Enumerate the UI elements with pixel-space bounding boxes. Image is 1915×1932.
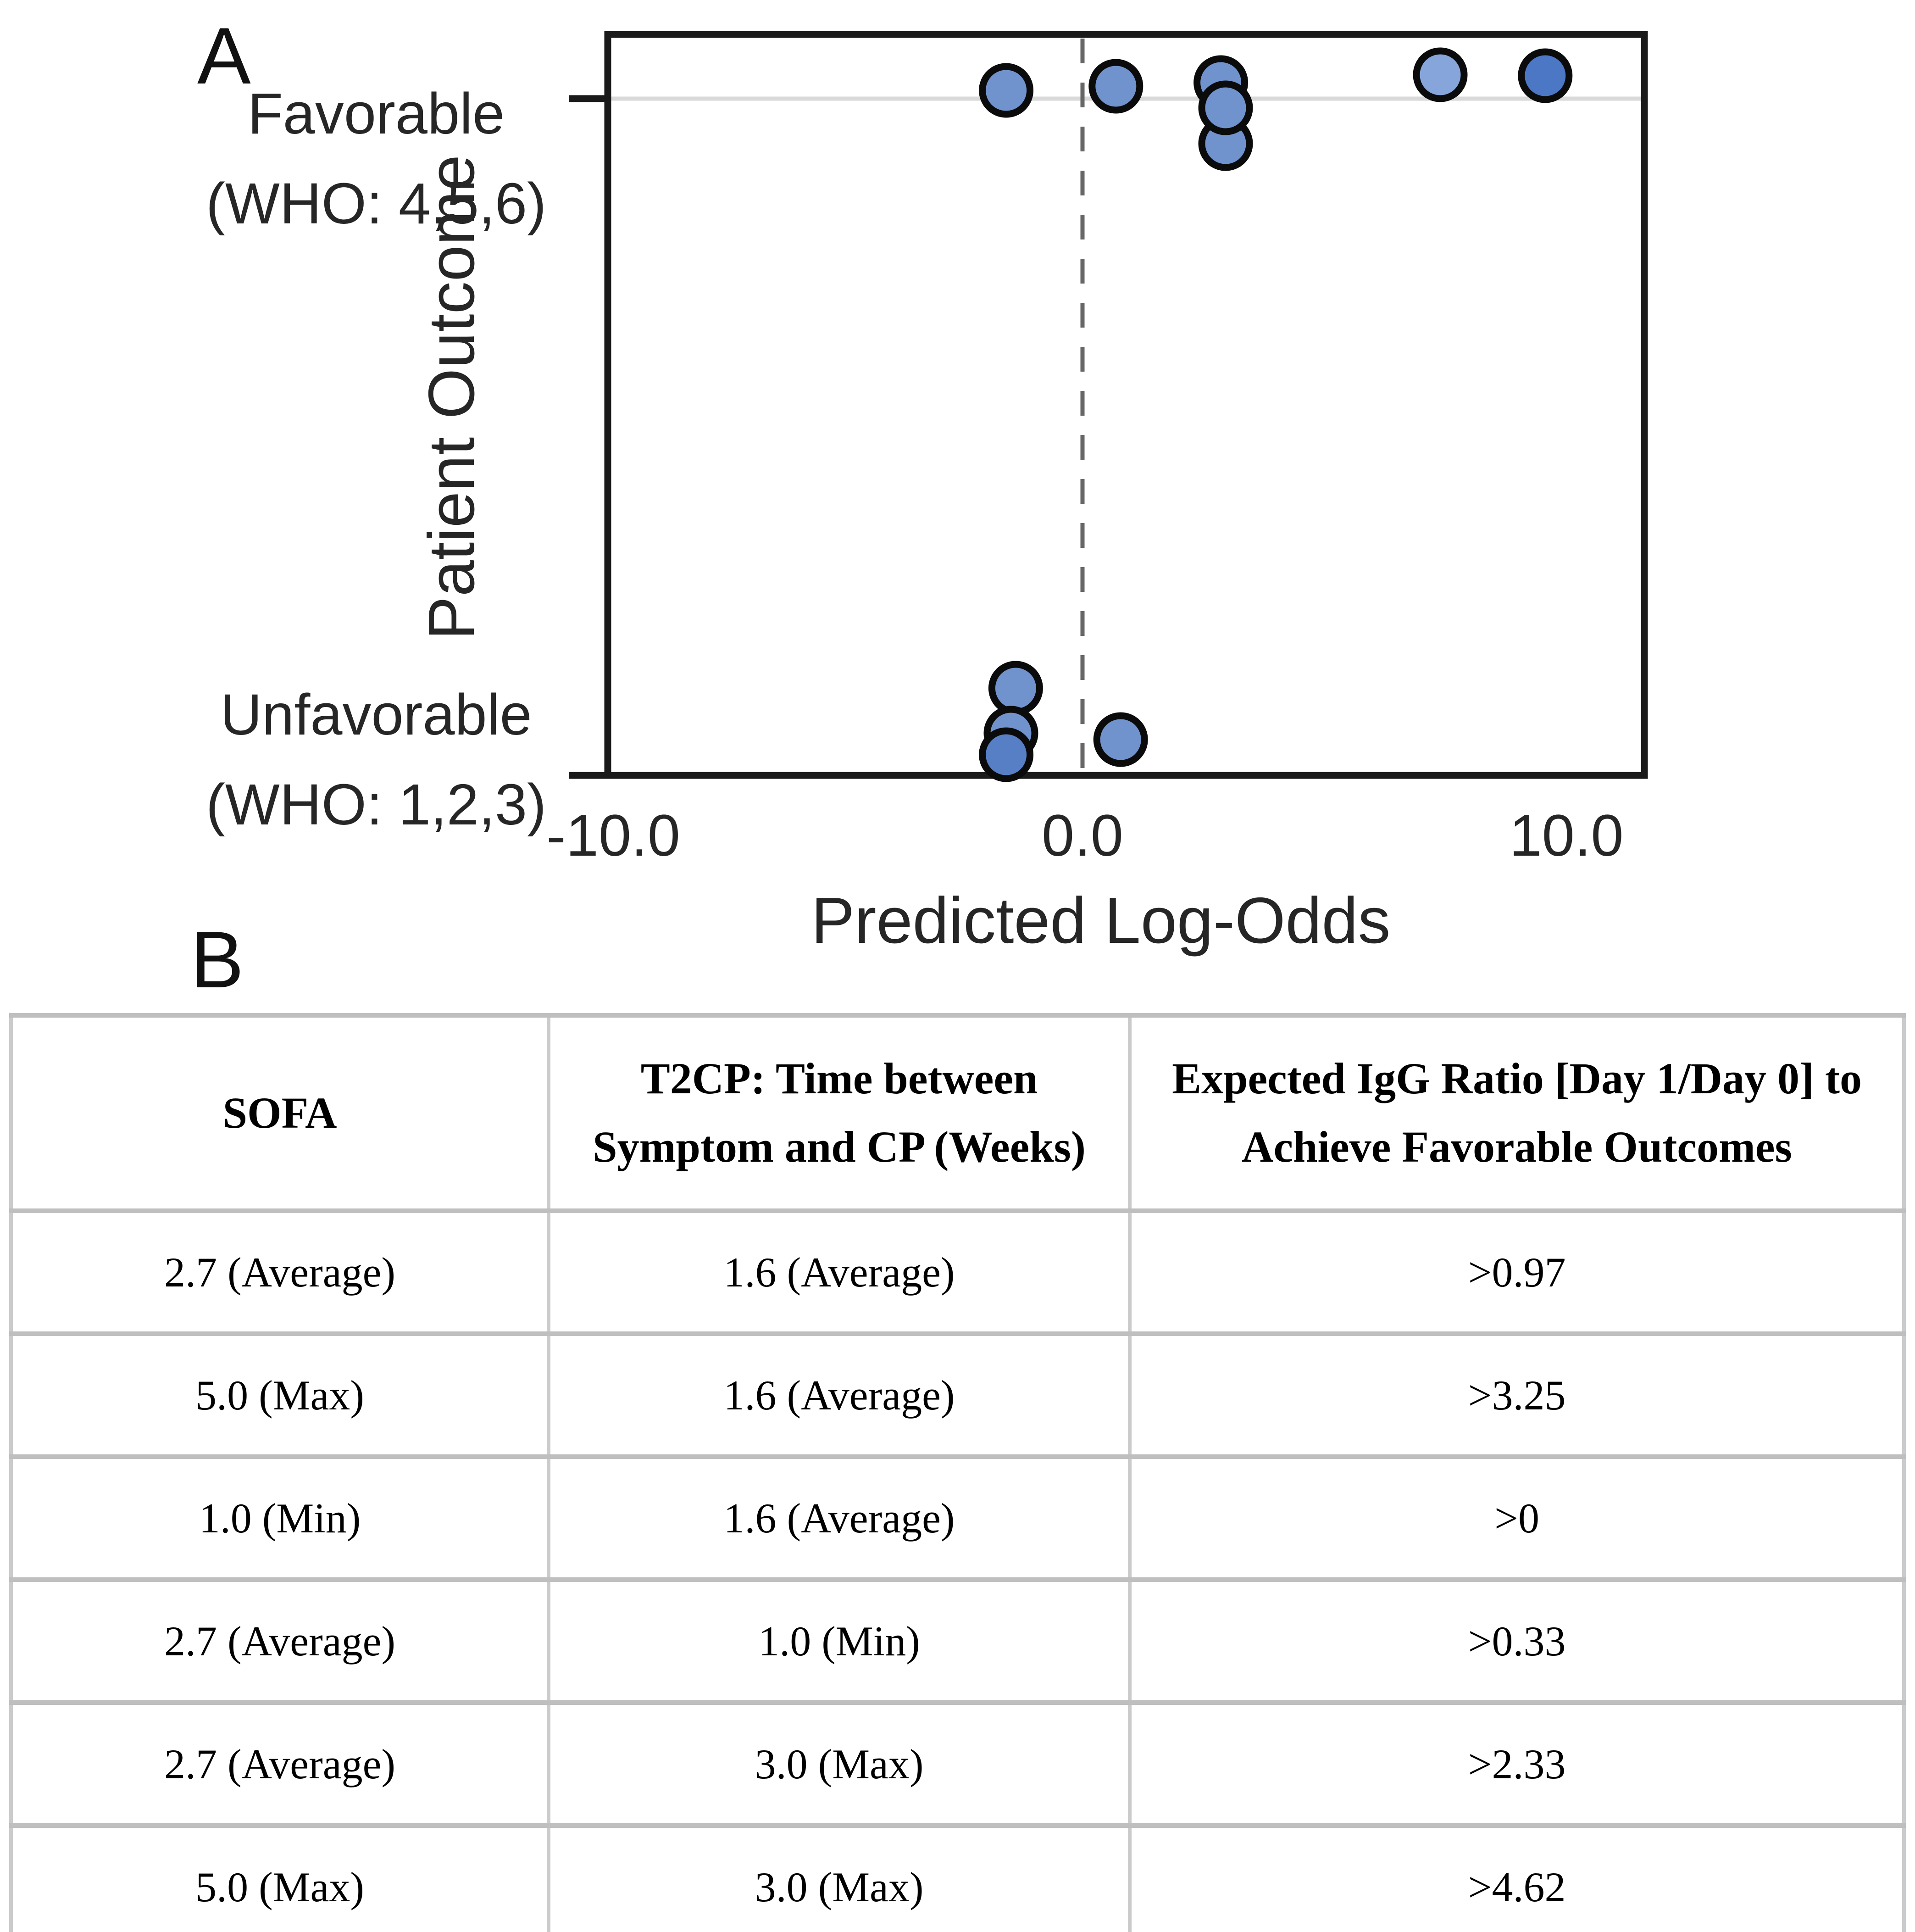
ylabel-favorable: Favorable (WHO: 4,5,6) (156, 69, 596, 249)
panel-a-label: A (197, 11, 251, 101)
results-table: SOFA T2CP: Time between Symptom and CP (… (9, 1013, 1906, 1932)
cell-igg: >2.33 (1128, 1700, 1906, 1828)
cell-t2cp: 3.0 (Max) (547, 1823, 1132, 1932)
cell-igg: >4.62 (1128, 1823, 1906, 1932)
cell-sofa: 5.0 (Max) (9, 1331, 551, 1459)
data-point (979, 727, 1034, 782)
cell-t2cp: 1.6 (Average) (547, 1331, 1132, 1459)
ylabel-unfavorable-line2: (WHO: 1,2,3) (205, 772, 547, 837)
cell-igg: >0.33 (1128, 1577, 1906, 1705)
ylabel-unfavorable-line1: Unfavorable (220, 682, 532, 747)
header-sofa: SOFA (9, 1013, 551, 1213)
cell-igg: >0.97 (1128, 1208, 1906, 1336)
data-point (1518, 48, 1573, 103)
plot-border (604, 31, 1648, 779)
data-points-group (979, 47, 1573, 782)
xtick-10: 10.0 (1509, 803, 1624, 869)
cell-sofa: 1.0 (Min) (9, 1454, 551, 1582)
xtick-0: 0.0 (1042, 803, 1123, 869)
ylabel-favorable-line1: Favorable (247, 81, 505, 146)
x-axis-title: Predicted Log-Odds (811, 884, 1391, 957)
table-row: 5.0 (Max) 3.0 (Max) >4.62 (9, 1823, 1906, 1932)
cell-t2cp: 1.6 (Average) (547, 1454, 1132, 1582)
xtick-neg10: -10.0 (546, 803, 680, 869)
table-row: 2.7 (Average) 3.0 (Max) >2.33 (9, 1700, 1906, 1828)
data-point (1198, 80, 1253, 135)
data-point (979, 63, 1034, 118)
cell-sofa: 5.0 (Max) (9, 1823, 551, 1932)
table-row: 5.0 (Max) 1.6 (Average) >3.25 (9, 1331, 1906, 1459)
y-axis-title: Patient Outcome (415, 155, 488, 640)
scatter-plot (569, 31, 1648, 782)
table-row: 2.7 (Average) 1.0 (Min) >0.33 (9, 1577, 1906, 1705)
cell-sofa: 2.7 (Average) (9, 1577, 551, 1705)
data-point (1093, 712, 1148, 767)
data-point (1088, 59, 1143, 114)
cell-t2cp: 1.6 (Average) (547, 1208, 1132, 1336)
panel-b-label: B (190, 915, 244, 1005)
cell-sofa: 2.7 (Average) (9, 1208, 551, 1336)
table-header-row: SOFA T2CP: Time between Symptom and CP (… (9, 1013, 1906, 1213)
header-igg-ratio: Expected IgG Ratio [Day 1/Day 0] to Achi… (1128, 1013, 1906, 1213)
ylabel-unfavorable: Unfavorable (WHO: 1,2,3) (156, 670, 596, 850)
cell-igg: >3.25 (1128, 1331, 1906, 1459)
data-point (1413, 47, 1468, 102)
cell-sofa: 2.7 (Average) (9, 1700, 551, 1828)
header-t2cp: T2CP: Time between Symptom and CP (Weeks… (547, 1013, 1132, 1213)
ylabel-favorable-line2: (WHO: 4,5,6) (205, 171, 547, 236)
data-point (988, 661, 1043, 716)
cell-t2cp: 1.0 (Min) (547, 1577, 1132, 1705)
cell-igg: >0 (1128, 1454, 1906, 1582)
cell-t2cp: 3.0 (Max) (547, 1700, 1132, 1828)
table-row: 2.7 (Average) 1.6 (Average) >0.97 (9, 1208, 1906, 1336)
table-row: 1.0 (Min) 1.6 (Average) >0 (9, 1454, 1906, 1582)
